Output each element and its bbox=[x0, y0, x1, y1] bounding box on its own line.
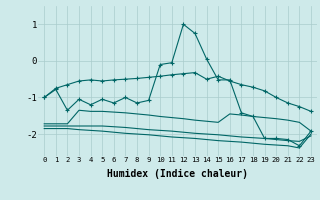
X-axis label: Humidex (Indice chaleur): Humidex (Indice chaleur) bbox=[107, 169, 248, 179]
